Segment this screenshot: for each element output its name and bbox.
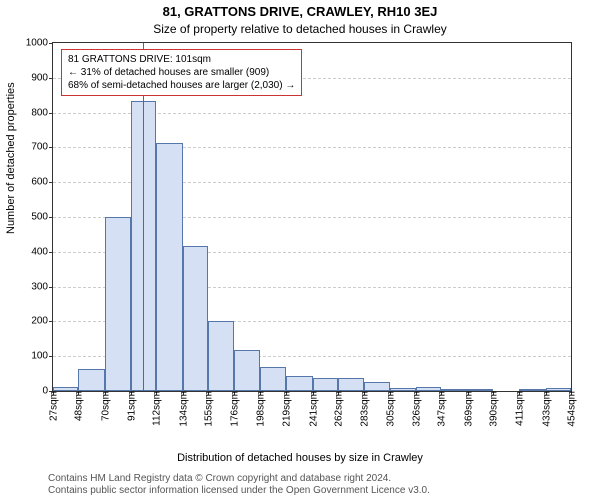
info-box-line: 81 GRATTONS DRIVE: 101sqm: [68, 53, 295, 66]
plot-area: 0100200300400500600700800900100027sqm48s…: [52, 42, 572, 392]
x-tick-label: 155sqm: [202, 391, 215, 427]
x-tick-label: 198sqm: [254, 391, 267, 427]
histogram-bar: [183, 246, 208, 391]
y-tick-label: 200: [31, 316, 53, 327]
histogram-bar: [260, 367, 285, 391]
x-tick-label: 433sqm: [539, 391, 552, 427]
y-tick-label: 400: [31, 246, 53, 257]
x-tick-label: 326sqm: [409, 391, 422, 427]
y-tick-label: 700: [31, 142, 53, 153]
x-tick-label: 347sqm: [435, 391, 448, 427]
info-box-line: 68% of semi-detached houses are larger (…: [68, 79, 295, 92]
y-axis-label: Number of detached properties: [5, 82, 17, 234]
histogram-bar: [234, 350, 261, 391]
main-title: 81, GRATTONS DRIVE, CRAWLEY, RH10 3EJ: [0, 4, 600, 19]
footer-line-1: Contains HM Land Registry data © Crown c…: [48, 473, 391, 484]
histogram-bar: [313, 378, 338, 391]
x-tick-label: 241sqm: [306, 391, 319, 427]
x-tick-label: 454sqm: [565, 391, 578, 427]
subtitle: Size of property relative to detached ho…: [0, 22, 600, 36]
x-axis-label: Distribution of detached houses by size …: [0, 452, 600, 464]
y-tick-label: 600: [31, 177, 53, 188]
y-tick-label: 100: [31, 351, 53, 362]
histogram-bar: [105, 217, 130, 391]
x-tick-label: 91sqm: [124, 391, 137, 421]
info-box-line: ← 31% of detached houses are smaller (90…: [68, 66, 295, 79]
histogram-bar: [364, 382, 391, 391]
histogram-bar: [156, 143, 183, 391]
y-tick-label: 800: [31, 107, 53, 118]
x-tick-label: 283sqm: [357, 391, 370, 427]
y-tick-label: 1000: [26, 38, 53, 49]
histogram-bar: [208, 321, 233, 391]
x-tick-label: 48sqm: [72, 391, 85, 421]
x-tick-label: 27sqm: [47, 391, 60, 421]
x-tick-label: 112sqm: [150, 391, 163, 426]
chart-container: 81, GRATTONS DRIVE, CRAWLEY, RH10 3EJ Siz…: [0, 0, 600, 500]
histogram-bar: [338, 378, 363, 391]
x-tick-label: 219sqm: [279, 391, 292, 427]
x-tick-label: 369sqm: [461, 391, 474, 427]
y-tick-label: 900: [31, 72, 53, 83]
y-tick-label: 500: [31, 212, 53, 223]
x-tick-label: 305sqm: [384, 391, 397, 427]
footer-line-2: Contains public sector information licen…: [48, 485, 430, 496]
histogram-bar: [78, 369, 105, 391]
histogram-bar: [286, 376, 313, 391]
x-tick-label: 176sqm: [227, 391, 240, 427]
x-tick-label: 134sqm: [176, 391, 189, 427]
y-tick-label: 300: [31, 281, 53, 292]
x-tick-label: 70sqm: [99, 391, 112, 421]
x-tick-label: 411sqm: [512, 391, 525, 426]
x-tick-label: 390sqm: [487, 391, 500, 427]
x-tick-label: 262sqm: [332, 391, 345, 427]
info-box: 81 GRATTONS DRIVE: 101sqm← 31% of detach…: [61, 49, 302, 96]
